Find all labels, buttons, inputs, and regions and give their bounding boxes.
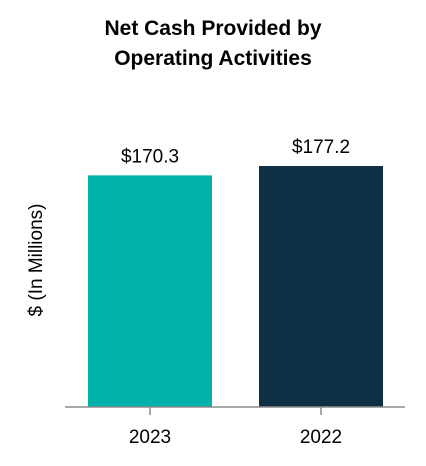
bars-layer: $170.3 $177.2 — [88, 137, 383, 407]
bar-2022 — [259, 166, 383, 407]
data-label-2022: $177.2 — [292, 137, 350, 158]
chart-title-line-1: Net Cash Provided by — [104, 17, 322, 40]
bar-2023 — [88, 175, 212, 407]
y-axis-label: $ (In Millions) — [26, 204, 47, 317]
x-tick-label-2023: 2023 — [129, 427, 171, 448]
ticks-layer: 2023 2022 — [129, 407, 342, 448]
chart-title-line-2: Operating Activities — [114, 47, 312, 70]
x-tick-label-2022: 2022 — [300, 427, 342, 448]
data-label-2023: $170.3 — [121, 146, 179, 167]
